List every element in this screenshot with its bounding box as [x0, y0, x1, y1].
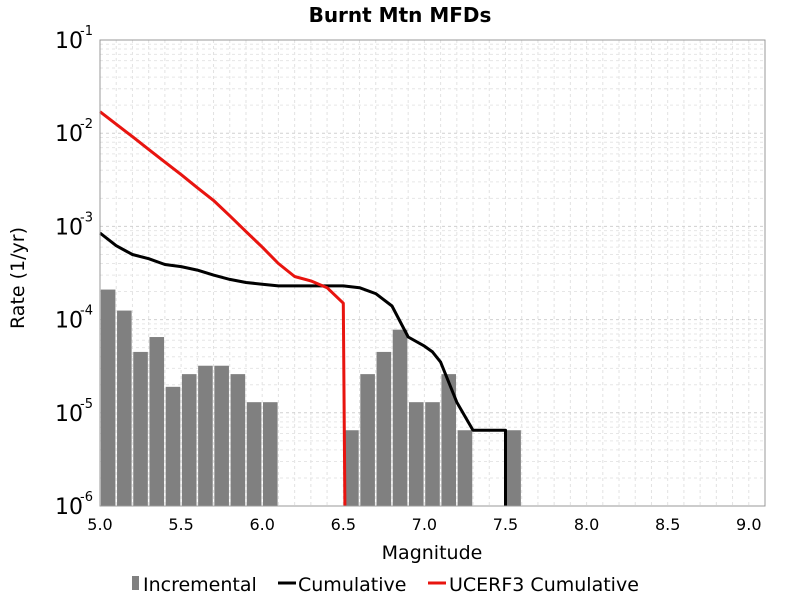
- x-tick-label: 5.5: [168, 515, 193, 534]
- x-tick-label: 9.0: [736, 515, 761, 534]
- incremental-bar: [263, 402, 278, 506]
- x-tick-labels: 5.0 5.5 6.0 6.5 7.0 7.5 8.0 8.5 9.0: [87, 515, 761, 534]
- legend-label-ucerf3-cumulative: UCERF3 Cumulative: [449, 574, 639, 596]
- incremental-bar: [360, 374, 375, 506]
- y-axis-label: Rate (1/yr): [7, 227, 29, 329]
- y-tick-label: 10: [55, 29, 83, 54]
- y-tick-exponent: -6: [80, 490, 93, 505]
- x-tick-label: 5.0: [87, 515, 112, 534]
- legend-label-incremental: Incremental: [143, 574, 257, 596]
- y-tick-exponent: -4: [80, 304, 93, 319]
- legend-swatch-incremental: [132, 576, 139, 590]
- incremental-bar: [149, 337, 165, 506]
- incremental-bar: [198, 365, 213, 506]
- plot-border: [99, 39, 766, 507]
- incremental-bar: [457, 430, 473, 506]
- incremental-bar: [425, 402, 440, 506]
- incremental-bar: [441, 374, 457, 506]
- incremental-bar: [246, 402, 262, 506]
- incremental-bars: [100, 289, 521, 506]
- x-tick-label: 7.0: [412, 515, 437, 534]
- incremental-bar: [230, 374, 246, 506]
- legend: Incremental Cumulative UCERF3 Cumulative: [132, 574, 639, 596]
- incremental-bar: [506, 430, 521, 506]
- incremental-bar: [117, 310, 132, 506]
- incremental-bar: [133, 351, 148, 506]
- incremental-bar: [344, 430, 359, 506]
- x-tick-label: 8.5: [655, 515, 680, 534]
- chart-title: Burnt Mtn MFDs: [309, 3, 492, 27]
- legend-label-cumulative: Cumulative: [298, 574, 406, 596]
- y-tick-exponent: -5: [80, 397, 93, 412]
- y-tick-label: 10: [55, 309, 83, 334]
- incremental-bar: [165, 386, 181, 506]
- y-tick-label: 10: [55, 402, 83, 427]
- incremental-bar: [181, 374, 197, 506]
- incremental-bar: [100, 289, 116, 506]
- x-tick-label: 7.5: [493, 515, 518, 534]
- x-tick-label: 8.0: [574, 515, 599, 534]
- y-tick-label: 10: [55, 215, 83, 240]
- y-tick-exponent: -2: [80, 117, 93, 132]
- x-tick-label: 6.0: [249, 515, 274, 534]
- x-axis-label: Magnitude: [382, 542, 483, 564]
- y-tick-exponent: -1: [80, 24, 93, 39]
- incremental-bar: [408, 402, 424, 506]
- series-lines: [99, 110, 507, 507]
- y-tick-label: 10: [55, 122, 83, 147]
- y-tick-label: 10: [55, 495, 83, 520]
- incremental-bar: [392, 329, 408, 506]
- ucerf3-cumulative-line: [99, 110, 347, 507]
- y-tick-labels: 10-610-510-410-310-210-1: [55, 24, 93, 520]
- x-tick-label: 6.5: [331, 515, 356, 534]
- incremental-bar: [214, 365, 229, 506]
- y-tick-exponent: -3: [80, 210, 93, 225]
- incremental-bar: [376, 351, 392, 506]
